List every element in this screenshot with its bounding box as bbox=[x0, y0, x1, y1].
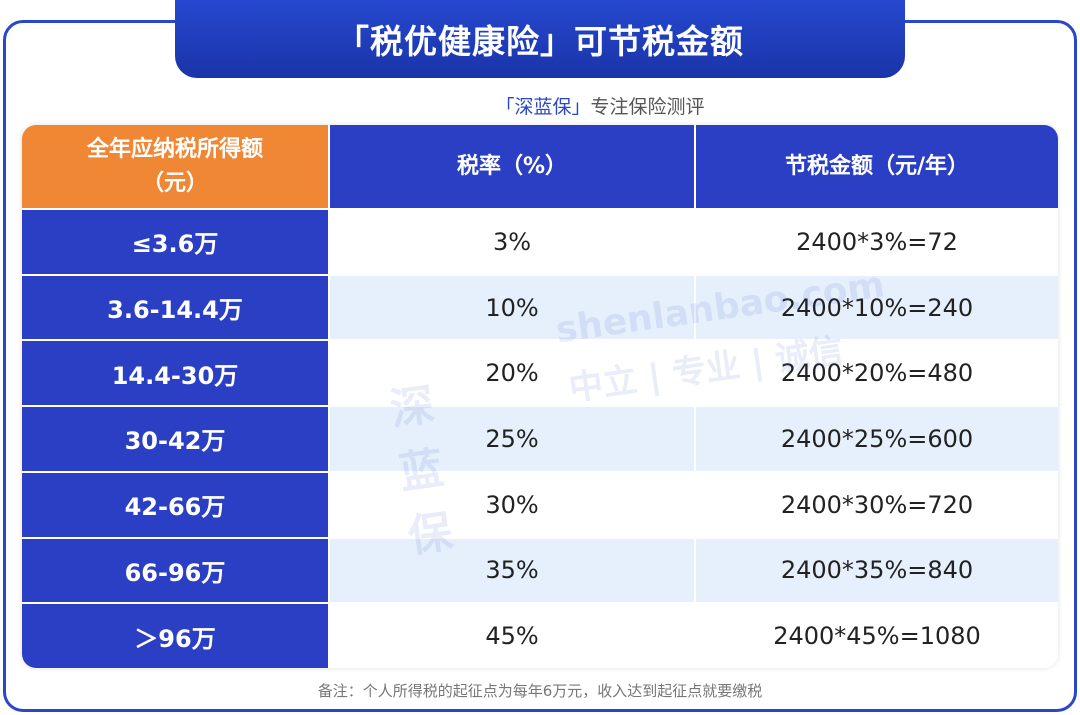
row-header: 30-42万 bbox=[22, 407, 328, 471]
header-text: （元） bbox=[141, 170, 208, 196]
table-cell: 35% bbox=[330, 538, 694, 603]
row-header: 42-66万 bbox=[22, 472, 328, 537]
table-cell: 25% bbox=[330, 407, 694, 471]
table-cell: 30% bbox=[330, 472, 694, 537]
header-cell: 全年应纳税所得额 （元） bbox=[22, 125, 328, 208]
row-header: ≤3.6万 bbox=[22, 210, 328, 274]
header-text: 税率（%） bbox=[456, 153, 568, 179]
header-cell: 税率（%） bbox=[330, 125, 694, 208]
table-cell: 2400*35%=840 bbox=[696, 538, 1058, 603]
table-cell: 2400*30%=720 bbox=[696, 472, 1058, 537]
table-cell: 2400*3%=72 bbox=[696, 210, 1058, 274]
header-text: 节税金额（元/年） bbox=[784, 153, 970, 179]
table-cell: 2400*10%=240 bbox=[696, 275, 1058, 340]
row-header: ＞96万 bbox=[22, 604, 328, 668]
row-header: 14.4-30万 bbox=[22, 341, 328, 406]
table-cell: 2400*45%=1080 bbox=[696, 604, 1058, 668]
row-header: 66-96万 bbox=[22, 538, 328, 603]
title: 「税优健康险」可节税金额 bbox=[175, 0, 905, 78]
table-cell: 20% bbox=[330, 341, 694, 406]
table-cell: 2400*25%=600 bbox=[696, 407, 1058, 471]
header-text: 全年应纳税所得额 bbox=[86, 136, 263, 162]
table-cell: 2400*20%=480 bbox=[696, 341, 1058, 406]
table-cell: 45% bbox=[330, 604, 694, 668]
note: 备注：个人所得税的起征点为每年6万元，收入达到起征点就要缴税 bbox=[317, 682, 763, 700]
subtitle: 「深蓝保」专注保险测评 bbox=[0, 92, 1080, 119]
header-cell: 节税金额（元/年） bbox=[696, 125, 1058, 208]
row-header: 3.6-14.4万 bbox=[22, 275, 328, 340]
table: 全年应纳税所得额 （元） 税率（%） 节税金额（元/年） ≤3.6万 3% 2400*3%=… bbox=[22, 125, 1058, 668]
subtitle-text: 专注保险测评 bbox=[590, 96, 705, 118]
brand: 「深蓝保」 bbox=[495, 96, 591, 118]
table-cell: 3% bbox=[330, 210, 694, 274]
table-cell: 10% bbox=[330, 275, 694, 340]
